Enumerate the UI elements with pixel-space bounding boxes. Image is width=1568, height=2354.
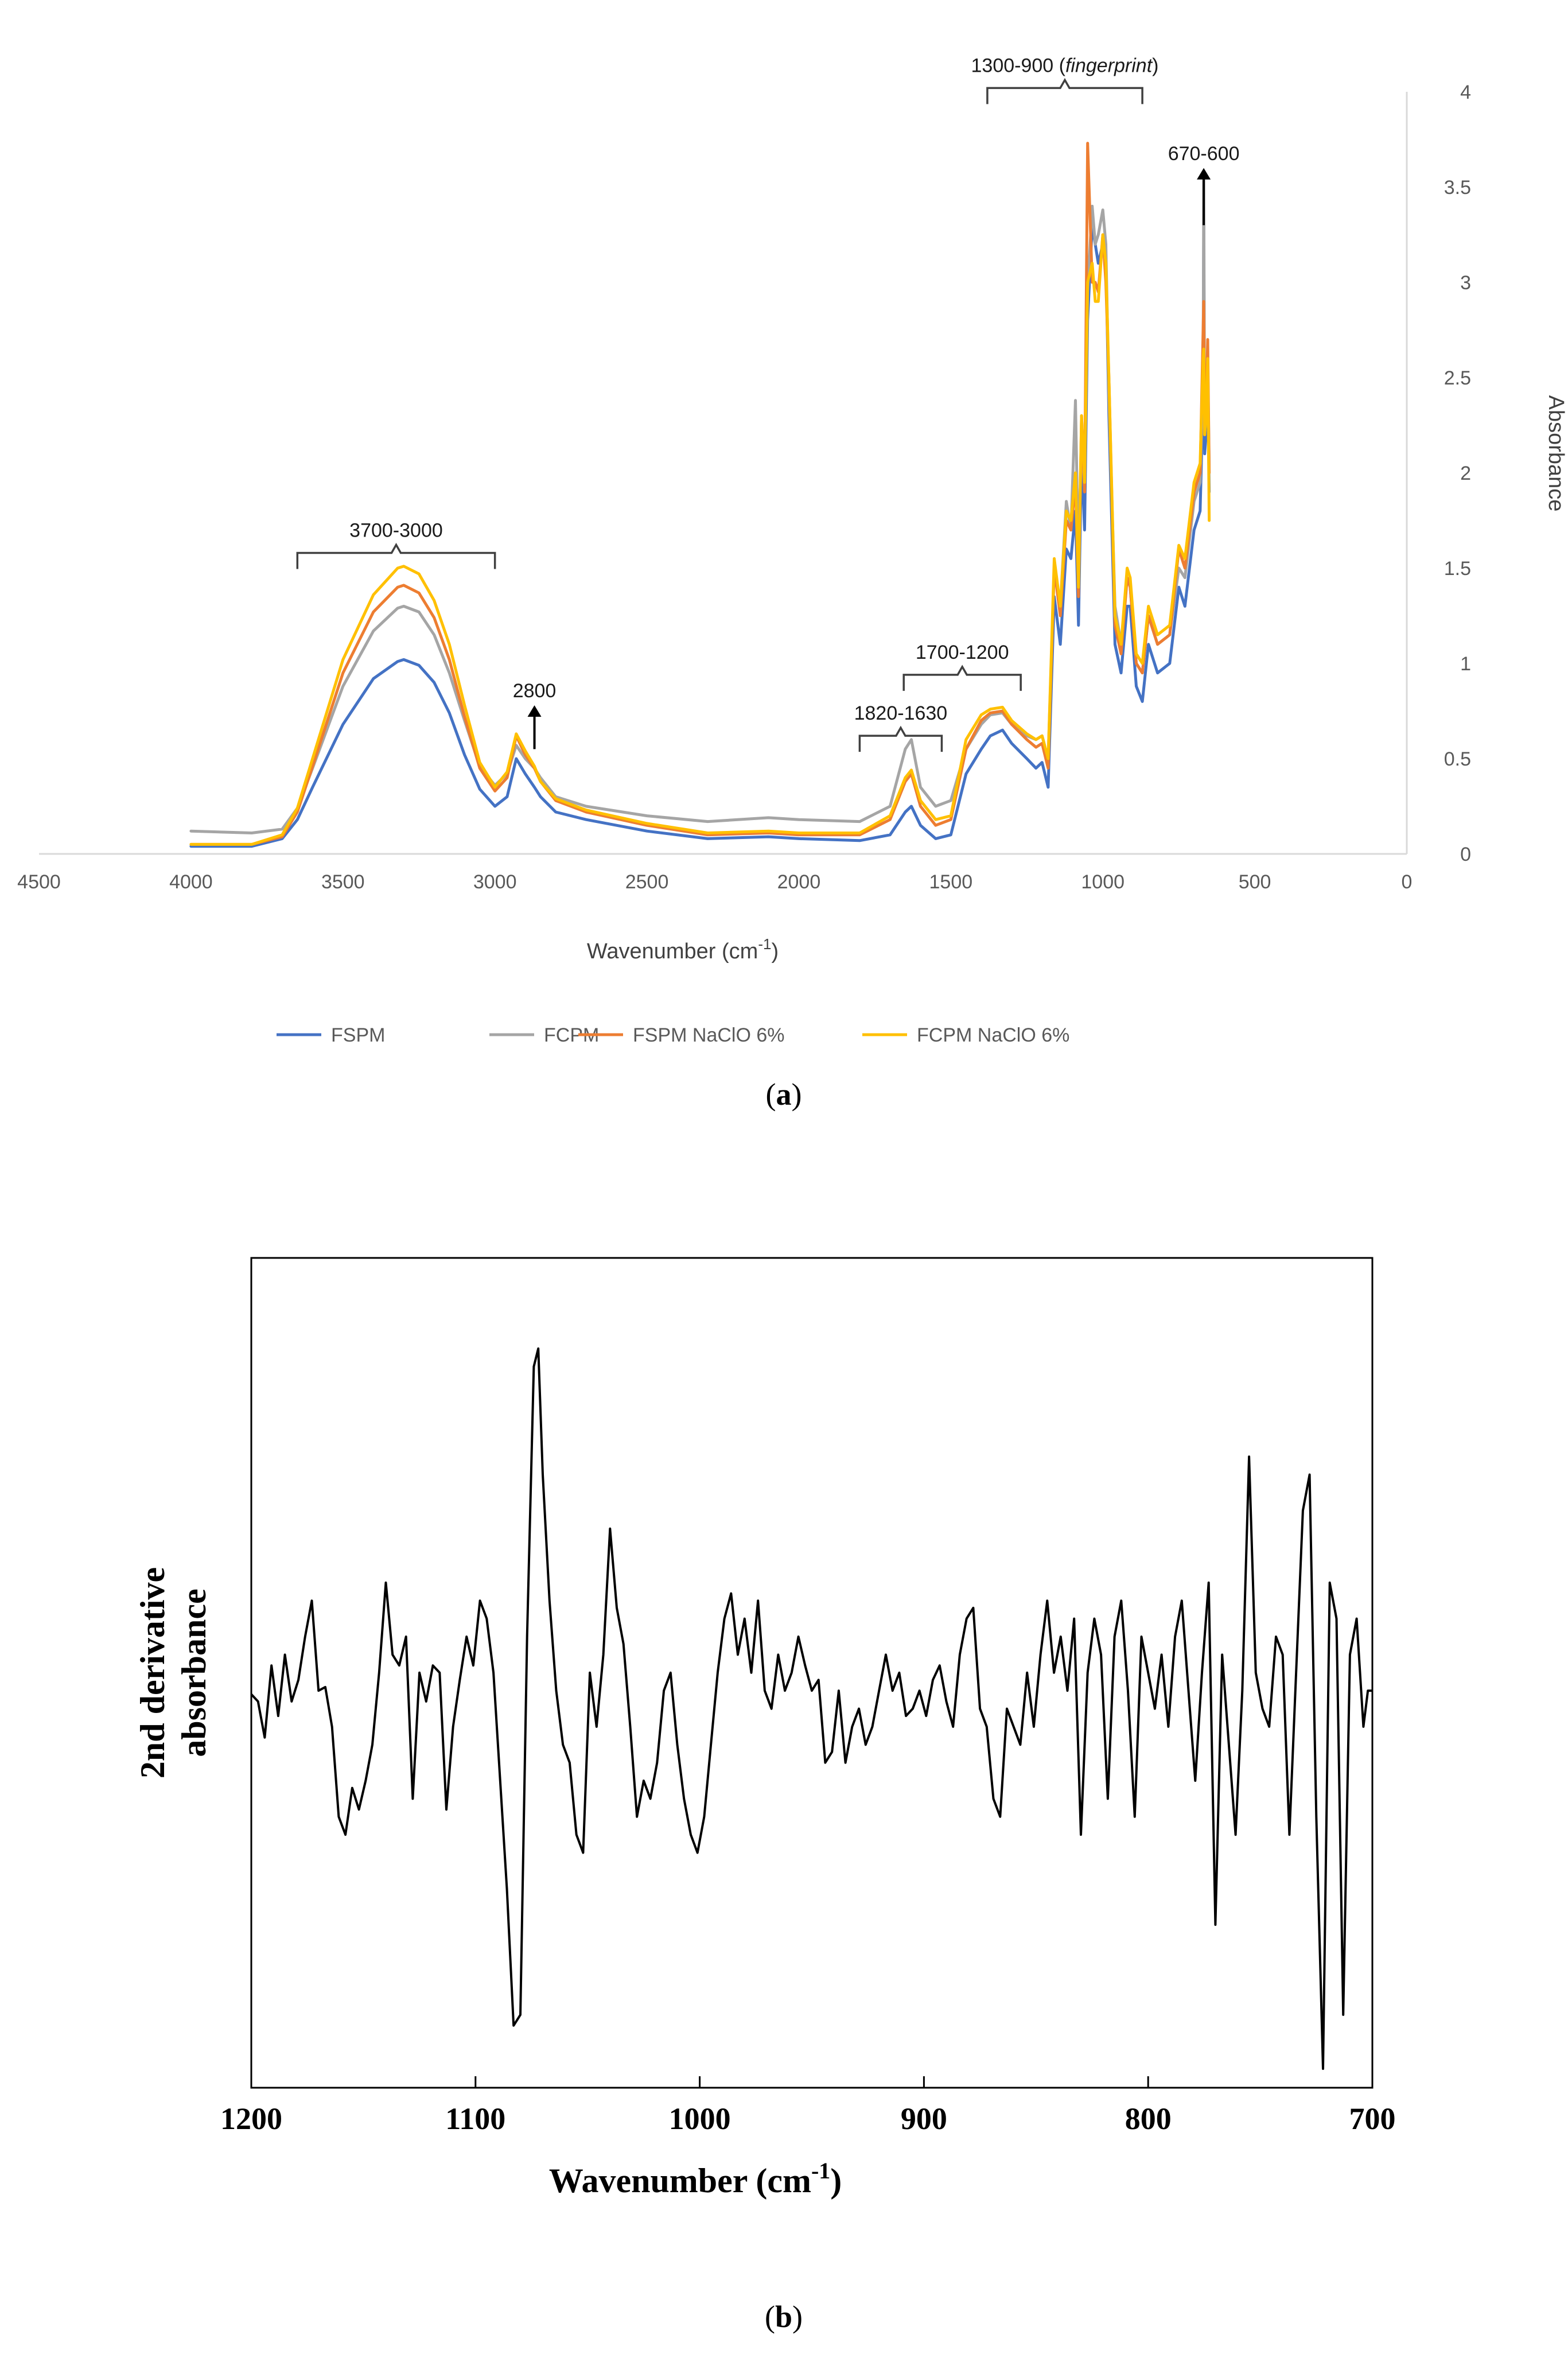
panel-b-x-axis-title: Wavenumber (cm-1)	[549, 2158, 842, 2200]
series-line-fspm-naclo-6	[189, 142, 1211, 846]
panel-a-y-tick-labels: 0 0.5 1 1.5 2 2.5 3 3.5 4	[1444, 81, 1471, 865]
panel-a-series-group	[189, 142, 1211, 848]
panel-a-y-axis-title: Absorbance	[1544, 395, 1568, 512]
x-tick-label: 1200	[220, 2101, 282, 2136]
panel-a-legend: FSPM FCPM FSPM NaClO 6% FCPM NaClO 6%	[277, 1024, 1069, 1046]
legend-item-fspm: FSPM	[277, 1024, 385, 1046]
x-tick-label: 1500	[929, 871, 973, 893]
y-tick-label: 3.5	[1444, 177, 1471, 199]
annotation-1820-1630: 1820-1630	[854, 702, 948, 752]
annotation-label: 2800	[513, 680, 557, 702]
annotation-bracket	[986, 77, 1143, 104]
x-tick-label: 2500	[625, 871, 669, 893]
x-tick-label: 2000	[777, 871, 821, 893]
x-tick-label: 0	[1402, 871, 1413, 893]
y-tick-label: 1	[1460, 653, 1471, 675]
x-tick-label: 3000	[473, 871, 517, 893]
panel-a-x-axis-title: Wavenumber (cm-1)	[587, 935, 779, 964]
annotation-arrow-head	[1197, 168, 1211, 180]
annotation-arrow-head	[527, 705, 542, 717]
annotation-label: 1700-1200	[916, 642, 1009, 663]
legend-item-fspm-naclo-6: FSPM NaClO 6%	[578, 1024, 785, 1046]
annotation-bracket	[902, 665, 1022, 691]
panel-b-y-axis-title: 2nd derivative absorbance	[134, 1567, 213, 1778]
panel-b-caption: (b)	[765, 2299, 803, 2334]
legend-item-fcpm-naclo-6: FCPM NaClO 6%	[862, 1024, 1069, 1046]
annotation-label: 1300-900 (fingerprint)	[971, 55, 1159, 76]
y-tick-label: 0.5	[1444, 748, 1471, 770]
x-tick-label: 3500	[321, 871, 365, 893]
panel-b-x-ticks: 1200 1100 1000 900 800 700	[220, 2076, 1396, 2136]
x-tick-label: 1000	[669, 2101, 731, 2136]
series-line-fspm	[189, 223, 1211, 848]
panel-b-y-axis-title-line2: absorbance	[175, 1588, 213, 1757]
legend-label: FSPM NaClO 6%	[633, 1024, 785, 1046]
annotation-670-600: 670-600	[1168, 143, 1240, 226]
annotation-label: 1820-1630	[854, 702, 948, 724]
annotation-2800: 2800	[513, 680, 557, 749]
annotation-1300-900-fingerprint: 1300-900 (fingerprint)	[971, 55, 1159, 104]
x-tick-label: 900	[901, 2101, 947, 2136]
x-tick-label: 1000	[1081, 871, 1125, 893]
y-tick-label: 1.5	[1444, 558, 1471, 580]
legend-label: FCPM NaClO 6%	[917, 1024, 1069, 1046]
annotation-bracket	[858, 725, 943, 752]
panel-b-y-axis-title-line1: 2nd derivative	[134, 1567, 172, 1778]
y-tick-label: 2	[1460, 463, 1471, 484]
x-tick-label: 800	[1125, 2101, 1172, 2136]
annotation-1700-1200: 1700-1200	[902, 642, 1022, 691]
annotation-3700-3000: 3700-3000	[296, 519, 496, 569]
x-tick-label: 500	[1239, 871, 1271, 893]
legend-label: FSPM	[331, 1024, 385, 1046]
panel-a-x-tick-labels: 4500 4000 3500 3000 2500 2000 1500 1000 500 0	[17, 871, 1412, 893]
y-tick-label: 3	[1460, 272, 1471, 294]
panel-a-annotations: 3700-3000 2800 1820-1630 1700-1200 1300-900 …	[296, 55, 1240, 752]
panel-a: 4500 4000 3500 3000 2500 2000 1500 1000 500 0 0 0.…	[17, 55, 1568, 1112]
panel-b-plot-frame	[250, 1257, 1374, 2089]
y-tick-label: 2.5	[1444, 367, 1471, 389]
panel-a-caption: (a)	[766, 1077, 802, 1112]
x-tick-label: 4500	[17, 871, 61, 893]
annotation-bracket	[296, 542, 496, 569]
panel-b-series-group	[250, 1347, 1372, 2070]
x-tick-label: 1100	[445, 2101, 505, 2136]
panel-b: 1200 1100 1000 900 800 700 Wavenumber (cm-1) …	[134, 1257, 1396, 2334]
series-line-2nd-derivative	[250, 1347, 1372, 2070]
x-tick-label: 4000	[169, 871, 213, 893]
annotation-label: 3700-3000	[349, 519, 443, 541]
series-line-fcpm-naclo-6	[189, 233, 1211, 846]
x-tick-label: 700	[1349, 2101, 1396, 2136]
y-tick-label: 4	[1460, 81, 1471, 103]
annotation-label: 670-600	[1168, 143, 1240, 165]
y-tick-label: 0	[1460, 844, 1471, 865]
